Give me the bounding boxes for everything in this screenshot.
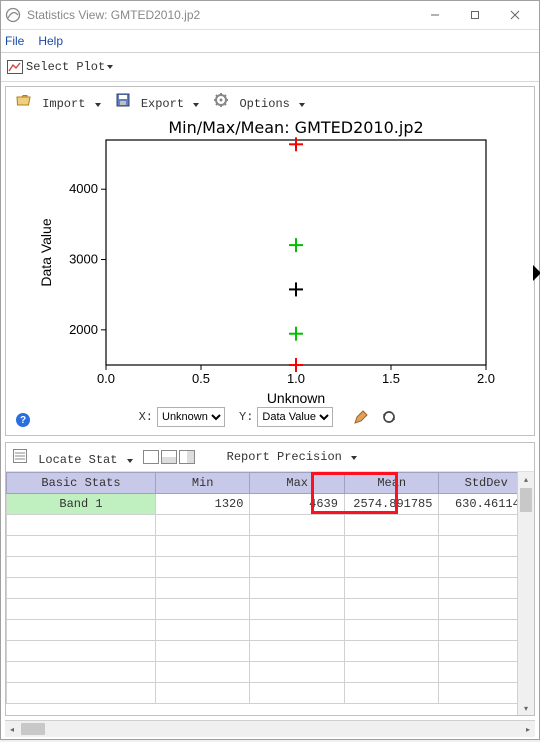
table-column-header[interactable]: Mean [344, 473, 439, 494]
select-plot-label: Select Plot [26, 60, 105, 74]
table-row [7, 515, 534, 536]
table-row [7, 620, 534, 641]
table-header-row: Basic StatsMinMaxMeanStdDev [7, 473, 534, 494]
table-row [7, 536, 534, 557]
stats-table: Basic StatsMinMaxMeanStdDev Band 1132046… [6, 472, 534, 704]
chart-panel: Import Export [5, 86, 535, 436]
menu-help[interactable]: Help [38, 34, 63, 48]
report-precision-label: Report Precision [227, 450, 342, 464]
svg-text:1.0: 1.0 [287, 371, 305, 386]
chart-toolbar: Import Export [6, 87, 534, 115]
table-row [7, 662, 534, 683]
svg-text:3000: 3000 [69, 252, 98, 267]
svg-text:0.0: 0.0 [97, 371, 115, 386]
list-icon [12, 448, 28, 464]
save-icon [115, 92, 131, 108]
gear-icon [213, 92, 229, 108]
refresh-icon[interactable] [381, 409, 397, 425]
select-plot-toolbar: Select Plot [1, 53, 539, 82]
maximize-button[interactable] [455, 1, 495, 29]
view-mode3-icon[interactable] [179, 450, 195, 464]
table-cell: 1320 [155, 494, 250, 515]
import-button[interactable]: Import [16, 92, 101, 111]
help-icon[interactable]: ? [16, 413, 30, 427]
svg-text:1.5: 1.5 [382, 371, 400, 386]
y-axis-label: Y: [239, 410, 253, 424]
y-axis-select[interactable]: Data Value [257, 407, 333, 427]
options-label: Options [239, 97, 289, 111]
app-icon [5, 7, 21, 23]
axis-selector-row: X: Unknown Y: Data Value [6, 405, 534, 431]
table-row [7, 557, 534, 578]
edit-tool-icon[interactable] [353, 409, 369, 425]
export-label: Export [141, 97, 184, 111]
table-column-header[interactable]: Min [155, 473, 250, 494]
chevron-down-icon [107, 65, 113, 69]
locate-stat-label: Locate Stat [38, 453, 117, 467]
select-plot-button[interactable]: Select Plot [7, 59, 113, 75]
stats-toolbar: Locate Stat Report Precision [6, 443, 534, 472]
svg-text:2000: 2000 [69, 322, 98, 337]
plot-icon [7, 59, 23, 75]
x-axis-label: X: [139, 410, 153, 424]
table-cell: 2574.891785 [344, 494, 439, 515]
stats-table-wrap: Basic StatsMinMaxMeanStdDev Band 1132046… [6, 472, 534, 715]
folder-open-icon [16, 92, 32, 108]
chevron-down-icon [127, 459, 133, 463]
minimize-button[interactable] [415, 1, 455, 29]
chevron-down-icon [351, 456, 357, 460]
vertical-scrollbar[interactable]: ▴ ▾ [517, 472, 534, 715]
titlebar: Statistics View: GMTED2010.jp2 [1, 1, 539, 30]
report-precision-button[interactable]: Report Precision [227, 450, 357, 464]
table-row [7, 683, 534, 704]
table-row [7, 599, 534, 620]
options-button[interactable]: Options [213, 92, 305, 111]
chevron-down-icon [95, 103, 101, 107]
chart-svg: Min/Max/Mean: GMTED2010.jp2 0.0 0.5 1.0 1.5 2… [6, 115, 514, 405]
chevron-down-icon [193, 103, 199, 107]
horizontal-scrollbar[interactable]: ◂ ▸ [5, 720, 535, 737]
import-label: Import [42, 97, 85, 111]
table-row [7, 641, 534, 662]
x-axis-select[interactable]: Unknown [157, 407, 225, 427]
table-column-header[interactable]: Max [250, 473, 345, 494]
chevron-down-icon [299, 103, 305, 107]
table-cell: Band 1 [7, 494, 156, 515]
chart-area: Min/Max/Mean: GMTED2010.jp2 0.0 0.5 1.0 1.5 2… [6, 115, 534, 405]
statistics-panel: Locate Stat Report Precision Basic Stats… [5, 442, 535, 716]
statistics-view-window: Statistics View: GMTED2010.jp2 File Help [0, 0, 540, 740]
menu-file[interactable]: File [5, 34, 24, 48]
svg-text:4000: 4000 [69, 181, 98, 196]
table-column-header[interactable]: Basic Stats [7, 473, 156, 494]
export-button[interactable]: Export [115, 92, 200, 111]
menubar: File Help [1, 30, 539, 53]
expand-marker-icon[interactable] [533, 265, 540, 281]
window-title: Statistics View: GMTED2010.jp2 [27, 8, 415, 22]
svg-text:0.5: 0.5 [192, 371, 210, 386]
view-mode2-icon[interactable] [161, 450, 177, 464]
svg-text:2.0: 2.0 [477, 371, 495, 386]
view-mode1-icon[interactable] [143, 450, 159, 464]
table-row [7, 578, 534, 599]
locate-stat-button[interactable]: Locate Stat [12, 448, 133, 467]
window-buttons [415, 1, 535, 29]
svg-text:Data Value: Data Value [38, 218, 54, 286]
table-row[interactable]: Band 1132046392574.891785630.461144 [7, 494, 534, 515]
svg-text:Min/Max/Mean: GMTED2010.jp2: Min/Max/Mean: GMTED2010.jp2 [168, 118, 423, 137]
table-cell: 4639 [250, 494, 345, 515]
svg-text:Unknown: Unknown [267, 390, 325, 405]
close-button[interactable] [495, 1, 535, 29]
